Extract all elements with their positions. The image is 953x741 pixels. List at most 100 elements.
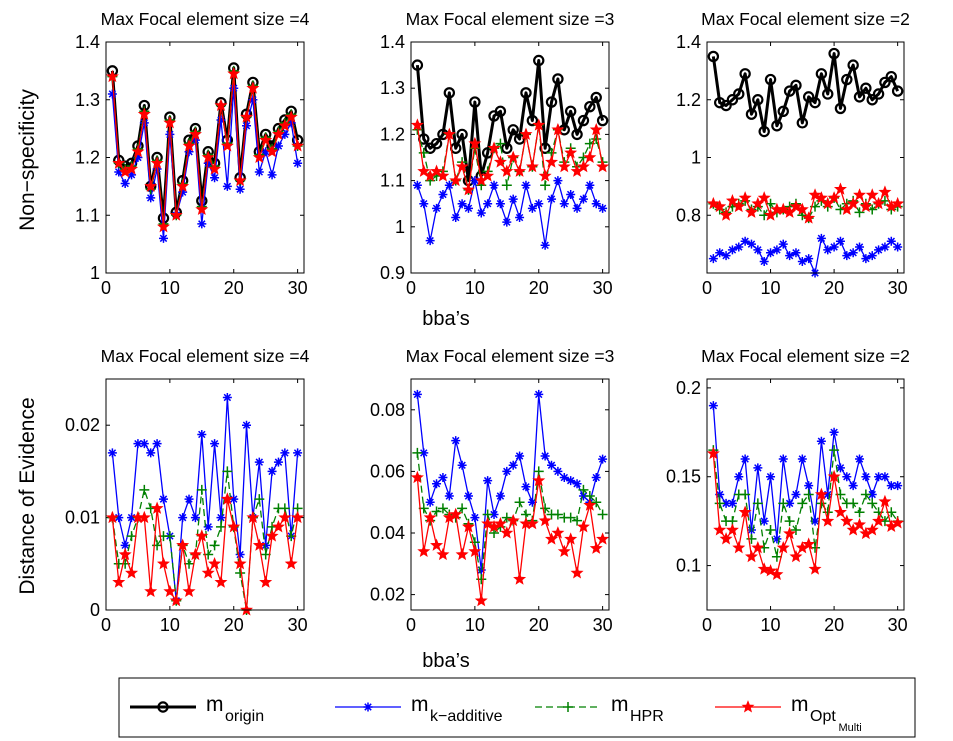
x-tick-label: 10 [761, 615, 781, 635]
data-point-kadd [893, 481, 903, 491]
data-point-hpr [765, 525, 776, 536]
data-point-kadd [286, 118, 296, 128]
data-point-opt [525, 159, 539, 173]
data-point-kadd [444, 180, 454, 190]
data-point-origin [430, 137, 443, 150]
x-tick-label: 0 [406, 615, 416, 635]
data-point-opt [564, 532, 578, 545]
data-point-opt [156, 219, 170, 233]
data-point-kadd [874, 245, 884, 255]
data-point-kadd [483, 199, 493, 209]
data-point-opt [570, 566, 584, 579]
legend-label: m [791, 693, 809, 716]
data-point-kadd [216, 513, 226, 523]
data-point-hpr [784, 516, 795, 527]
data-point-opt [725, 193, 739, 207]
data-point-opt [821, 514, 835, 527]
data-point-kadd [835, 236, 845, 246]
data-point-hpr [829, 445, 840, 456]
data-point-kadd [566, 476, 576, 486]
data-point-kadd [489, 510, 499, 520]
series-kadd [412, 176, 608, 250]
data-point-hpr [572, 515, 583, 526]
data-point-opt [176, 538, 190, 551]
data-point-kadd [842, 251, 852, 261]
data-point-opt [461, 520, 475, 533]
data-point-opt [278, 510, 292, 524]
x-tick-label: 30 [888, 615, 908, 635]
x-tick-label: 30 [593, 278, 613, 298]
data-point-kadd [715, 248, 725, 258]
data-point-opt [538, 169, 552, 182]
data-point-hpr [860, 489, 871, 500]
y-tick-label: 0.06 [370, 461, 405, 481]
data-point-opt [808, 562, 822, 575]
data-point-kadd [578, 491, 588, 501]
x-tick-label: 20 [529, 278, 549, 298]
subplots: Max Focal element size =40 10 20 3011.11.21… [65, 9, 910, 635]
x-tick-label: 20 [224, 278, 244, 298]
data-point-hpr [552, 509, 563, 520]
data-point-kadd [534, 389, 544, 399]
data-point-kadd [861, 254, 871, 264]
data-point-kadd [216, 115, 226, 125]
series-line-kadd [712, 405, 898, 540]
data-point-kadd [222, 181, 232, 191]
data-point-opt [455, 547, 469, 561]
data-point-opt [240, 110, 254, 123]
data-point-kadd [419, 448, 429, 458]
subplot-6: Max Focal element size =2 0 10 20 30 0.1 0.15 0… [666, 346, 910, 635]
subplot-title: Max Focal element size =4 [101, 346, 310, 366]
data-point-origin [469, 96, 481, 108]
data-point-kadd [797, 454, 807, 464]
data-point-kadd [457, 199, 467, 209]
data-point-kadd [861, 472, 871, 482]
data-point-kadd [842, 472, 852, 482]
data-point-hpr [746, 533, 757, 544]
legend-label-subscript: origin [225, 708, 264, 725]
data-point-opt [776, 202, 790, 215]
x-tick-label: 30 [288, 615, 308, 635]
data-point-opt [827, 469, 841, 483]
data-point-kadd [734, 472, 744, 482]
data-point-hpr [752, 498, 763, 509]
x-tick-label: 0 [702, 278, 712, 298]
data-point-kadd [165, 129, 175, 139]
series-origin [707, 47, 904, 138]
subplot-2: Max Focal element size =3 0 10 20 30 0.9 1 1.1 1… [380, 9, 614, 298]
data-point-kadd [470, 513, 480, 523]
data-point-kadd [740, 454, 750, 464]
data-point-kadd [772, 245, 782, 255]
data-point-opt [417, 544, 431, 557]
data-point-opt [725, 523, 739, 536]
data-point-hpr [771, 551, 782, 562]
data-point-opt [776, 540, 790, 554]
data-point-kadd [540, 451, 550, 461]
legend-marker [741, 700, 755, 713]
data-point-opt [449, 173, 463, 187]
data-point-hpr [254, 494, 265, 505]
data-point-kadd [197, 219, 207, 229]
data-point-hpr [797, 498, 808, 509]
data-point-hpr [565, 512, 576, 523]
data-point-hpr [803, 489, 814, 500]
data-point-opt [744, 549, 758, 563]
data-point-opt [583, 498, 597, 511]
data-point-kadd [559, 199, 569, 209]
data-point-opt [188, 547, 202, 561]
data-point-opt [506, 150, 520, 164]
data-point-opt [751, 540, 765, 554]
plot-frame [410, 41, 610, 274]
data-point-origin [739, 68, 751, 80]
data-point-opt [125, 566, 139, 579]
data-point-hpr [139, 484, 150, 495]
data-point-opt [474, 593, 488, 607]
x-tick-label: 10 [761, 278, 781, 298]
x-tick-label: 20 [224, 615, 244, 635]
data-point-kadd [203, 158, 213, 168]
data-point-origin [847, 59, 859, 71]
data-point-kadd [463, 491, 473, 501]
plot-area [106, 379, 304, 610]
data-point-origin [783, 85, 796, 97]
